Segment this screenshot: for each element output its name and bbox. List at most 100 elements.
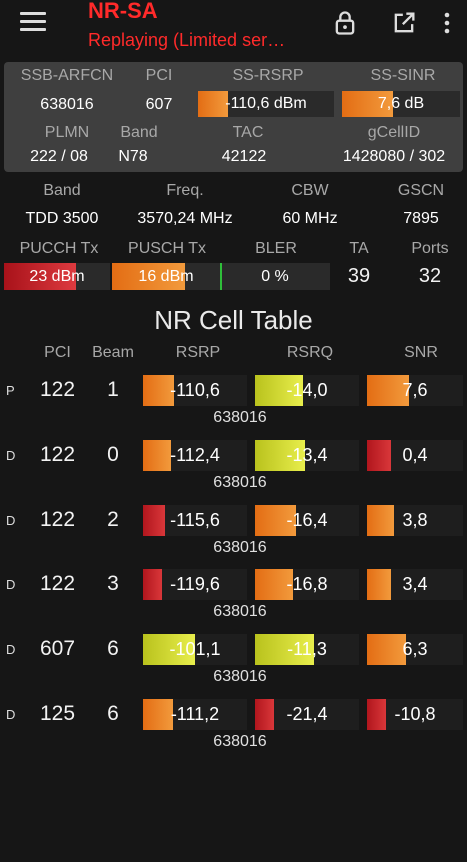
table-row: D 122 2 -115,6 -16,4 3,8 638016 — [0, 497, 467, 557]
table-row: D 122 0 -112,4 -13,4 0,4 638016 — [0, 432, 467, 492]
snr-value: 7,6 — [402, 380, 428, 400]
ss-rsrp-meter: -110,6 dBm — [198, 91, 334, 117]
status-subtitle: Replaying (Limited ser… — [88, 30, 286, 50]
cell-pci: 122 — [39, 508, 76, 531]
cell-arfcn: 638016 — [213, 409, 267, 426]
rsrq-meter: -14,0 — [255, 375, 359, 406]
menu-icon[interactable] — [20, 12, 46, 32]
open-in-new-icon[interactable] — [390, 9, 418, 37]
label-tac: TAC — [232, 124, 264, 141]
cell-arfcn: 638016 — [213, 474, 267, 491]
value-ta: 39 — [347, 265, 371, 287]
rsrp-value: -112,4 — [170, 445, 220, 465]
value-cbw: 60 MHz — [282, 210, 338, 227]
cell-beam: 3 — [107, 572, 119, 595]
cell-beam: 2 — [107, 508, 119, 531]
label-plmn: PLMN — [44, 124, 90, 141]
rsrq-fill — [255, 505, 296, 536]
table-row: D 607 6 -101,1 -11,3 6,3 638016 — [0, 626, 467, 686]
rsrp-fill — [143, 699, 174, 730]
snr-fill — [367, 375, 410, 406]
col-header-beam: Beam — [92, 344, 134, 361]
label-ta: TA — [349, 240, 369, 257]
cell-type-flag: D — [6, 707, 16, 722]
col-header-rsrq: RSRQ — [286, 344, 334, 361]
value-band: N78 — [118, 148, 148, 165]
rsrq-value: -11,3 — [287, 639, 327, 659]
ss-rsrp-fill — [198, 91, 228, 117]
value-freq: 3570,24 MHz — [137, 210, 233, 227]
snr-meter: 0,4 — [367, 440, 463, 471]
rsrq-value: -16,8 — [286, 574, 328, 594]
cell-type-flag: D — [6, 448, 16, 463]
value-tac: 42122 — [221, 148, 267, 165]
cell-beam: 6 — [107, 702, 119, 725]
rsrq-value: -14,0 — [286, 380, 328, 400]
label-ss-sinr: SS-SINR — [370, 67, 436, 84]
value-ss-rsrp: -110,6 dBm — [225, 95, 307, 112]
snr-fill — [367, 699, 387, 730]
table-row: D 122 3 -119,6 -16,8 3,4 638016 — [0, 561, 467, 621]
snr-fill — [367, 569, 391, 600]
cell-pci: 122 — [39, 572, 76, 595]
cell-type-flag: P — [6, 383, 15, 398]
ss-sinr-fill — [342, 91, 393, 117]
rsrp-fill — [143, 505, 165, 536]
snr-fill — [367, 505, 394, 536]
pusch-tx-fill — [112, 263, 186, 290]
lock-icon[interactable] — [331, 9, 359, 37]
cell-beam: 0 — [107, 443, 119, 466]
table-row: D 125 6 -111,2 -21,4 -10,8 638016 — [0, 691, 467, 751]
value-pci: 607 — [145, 96, 173, 113]
value-radio-band: TDD 3500 — [25, 210, 99, 227]
table-row: P 122 1 -110,6 -14,0 7,6 638016 — [0, 367, 467, 427]
snr-meter: 3,4 — [367, 569, 463, 600]
rsrp-value: -119,6 — [170, 574, 220, 594]
label-gscn: GSCN — [397, 182, 445, 199]
value-ss-sinr: 7,6 dB — [377, 95, 425, 112]
label-freq: Freq. — [166, 182, 204, 199]
rsrq-meter: -16,8 — [255, 569, 359, 600]
value-plmn: 222 / 08 — [30, 148, 88, 165]
rsrp-fill — [143, 440, 172, 471]
snr-meter: 7,6 — [367, 375, 463, 406]
rsrp-meter: -111,2 — [143, 699, 247, 730]
value-gscn: 7895 — [403, 210, 439, 227]
value-gcellid: 1428080 / 302 — [342, 148, 446, 165]
label-ss-rsrp: SS-RSRP — [232, 67, 304, 84]
cell-type-flag: D — [6, 513, 16, 528]
cell-pci: 122 — [39, 443, 76, 466]
rsrq-fill — [255, 375, 303, 406]
rsrq-meter: -21,4 — [255, 699, 359, 730]
label-pucch-tx: PUCCH Tx — [19, 240, 99, 257]
label-bler: BLER — [255, 240, 297, 257]
serving-cell-panel: SSB-ARFCN PCI SS-RSRP SS-SINR 638016 607… — [4, 62, 463, 172]
table-title: NR Cell Table — [154, 305, 313, 335]
bler-meter: 0 % — [220, 263, 330, 290]
more-vert-icon[interactable] — [442, 9, 452, 37]
rsrq-value: -16,4 — [286, 510, 328, 530]
cell-beam: 1 — [107, 378, 119, 401]
pucch-tx-fill — [4, 263, 77, 290]
col-header-pci: PCI — [44, 344, 71, 361]
snr-value: 0,4 — [402, 445, 428, 465]
snr-fill — [367, 440, 391, 471]
value-bler: 0 % — [261, 267, 289, 285]
snr-value: -10,8 — [394, 704, 436, 724]
rsrq-meter: -13,4 — [255, 440, 359, 471]
rsrp-meter: -101,1 — [143, 634, 247, 665]
label-cbw: CBW — [291, 182, 329, 199]
rsrp-meter: -112,4 — [143, 440, 247, 471]
cell-beam: 6 — [107, 637, 119, 660]
page-title: NR-SA — [88, 0, 158, 23]
rsrp-fill — [143, 375, 175, 406]
rsrq-meter: -16,4 — [255, 505, 359, 536]
col-header-rsrp: RSRP — [175, 344, 221, 361]
pusch-tx-meter: 16 dBm — [112, 263, 220, 290]
rsrq-fill — [255, 634, 315, 665]
value-ports: 32 — [418, 265, 442, 287]
snr-value: 3,4 — [402, 574, 428, 594]
rsrp-value: -115,6 — [170, 510, 220, 530]
cell-pci: 607 — [39, 637, 76, 660]
snr-value: 3,8 — [402, 510, 428, 530]
